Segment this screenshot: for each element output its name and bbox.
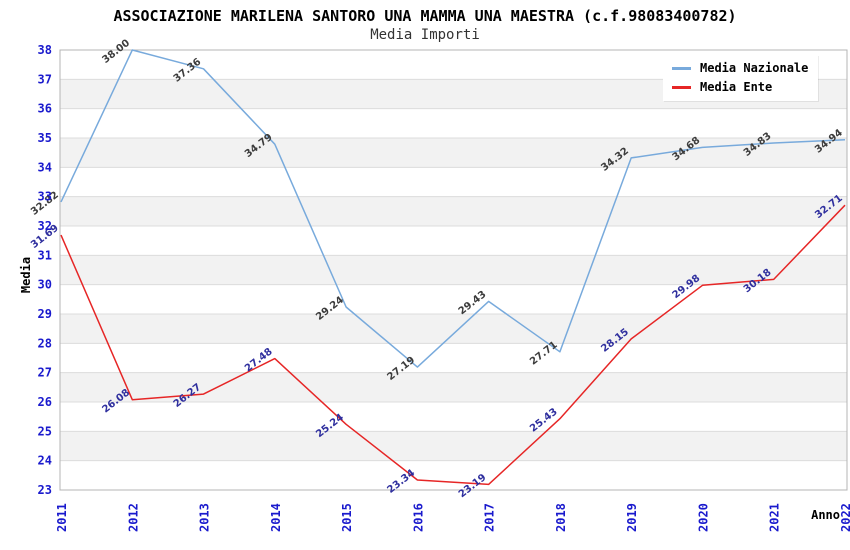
y-tick-label: 29	[38, 307, 52, 321]
plot-band	[60, 138, 847, 168]
plot-band	[60, 314, 847, 344]
plot-border	[59, 49, 848, 491]
x-tick-label: 2022	[839, 503, 850, 532]
value-label: 29.43	[457, 289, 489, 317]
x-tick-label: 2018	[554, 503, 568, 532]
x-tick-label: 2015	[340, 503, 354, 532]
y-tick-label: 30	[38, 278, 52, 292]
plot-band	[60, 255, 847, 285]
x-tick-label: 2016	[411, 503, 425, 532]
x-tick-label: 2012	[126, 503, 140, 532]
y-tick-label: 24	[38, 454, 52, 468]
x-tick-label: 2013	[198, 503, 212, 532]
value-label: 23.34	[386, 468, 418, 496]
y-tick-label: 32	[38, 219, 52, 233]
series-line-media-nazionale	[60, 49, 846, 368]
y-tick-label: 34	[38, 160, 52, 174]
plot-band	[60, 372, 847, 402]
x-tick-label: 2019	[625, 503, 639, 532]
y-tick-label: 35	[38, 131, 52, 145]
y-tick-label: 27	[38, 366, 52, 380]
x-axis-title: Anno	[811, 508, 840, 522]
y-tick-label: 33	[38, 190, 52, 204]
x-tick-label: 2014	[269, 503, 283, 532]
y-tick-label: 26	[38, 395, 52, 409]
legend-marker-line-icon	[672, 66, 691, 70]
x-tick-label: 2017	[483, 503, 497, 532]
y-tick-label: 36	[38, 102, 52, 116]
plot-band	[60, 431, 847, 461]
y-axis-title: Media	[19, 257, 33, 293]
chart-title: ASSOCIAZIONE MARILENA SANTORO UNA MAMMA …	[113, 7, 737, 25]
y-tick-label: 23	[38, 483, 52, 497]
value-label: 23.19	[457, 472, 489, 500]
chart-subtitle: Media Importi	[370, 27, 480, 43]
legend-item-media-nazionale: Media Nazionale	[672, 61, 808, 75]
y-tick-label: 31	[38, 248, 52, 262]
x-tick-label: 2020	[696, 503, 710, 532]
x-tick-label: 2011	[55, 503, 69, 532]
chart-legend: Media Nazionale Media Ente	[663, 55, 819, 101]
y-tick-label: 37	[38, 72, 52, 86]
legend-item-media-ente: Media Ente	[672, 80, 808, 94]
plot-band	[60, 196, 847, 226]
legend-label: Media Nazionale	[700, 61, 809, 75]
series-line-media-ente	[60, 204, 846, 486]
legend-label: Media Ente	[700, 80, 773, 94]
y-tick-label: 38	[38, 43, 52, 57]
value-label: 25.43	[528, 406, 560, 434]
y-tick-label: 25	[38, 424, 52, 438]
x-tick-label: 2021	[768, 503, 782, 532]
y-tick-label: 28	[38, 336, 52, 350]
legend-marker-line-icon	[672, 85, 691, 89]
